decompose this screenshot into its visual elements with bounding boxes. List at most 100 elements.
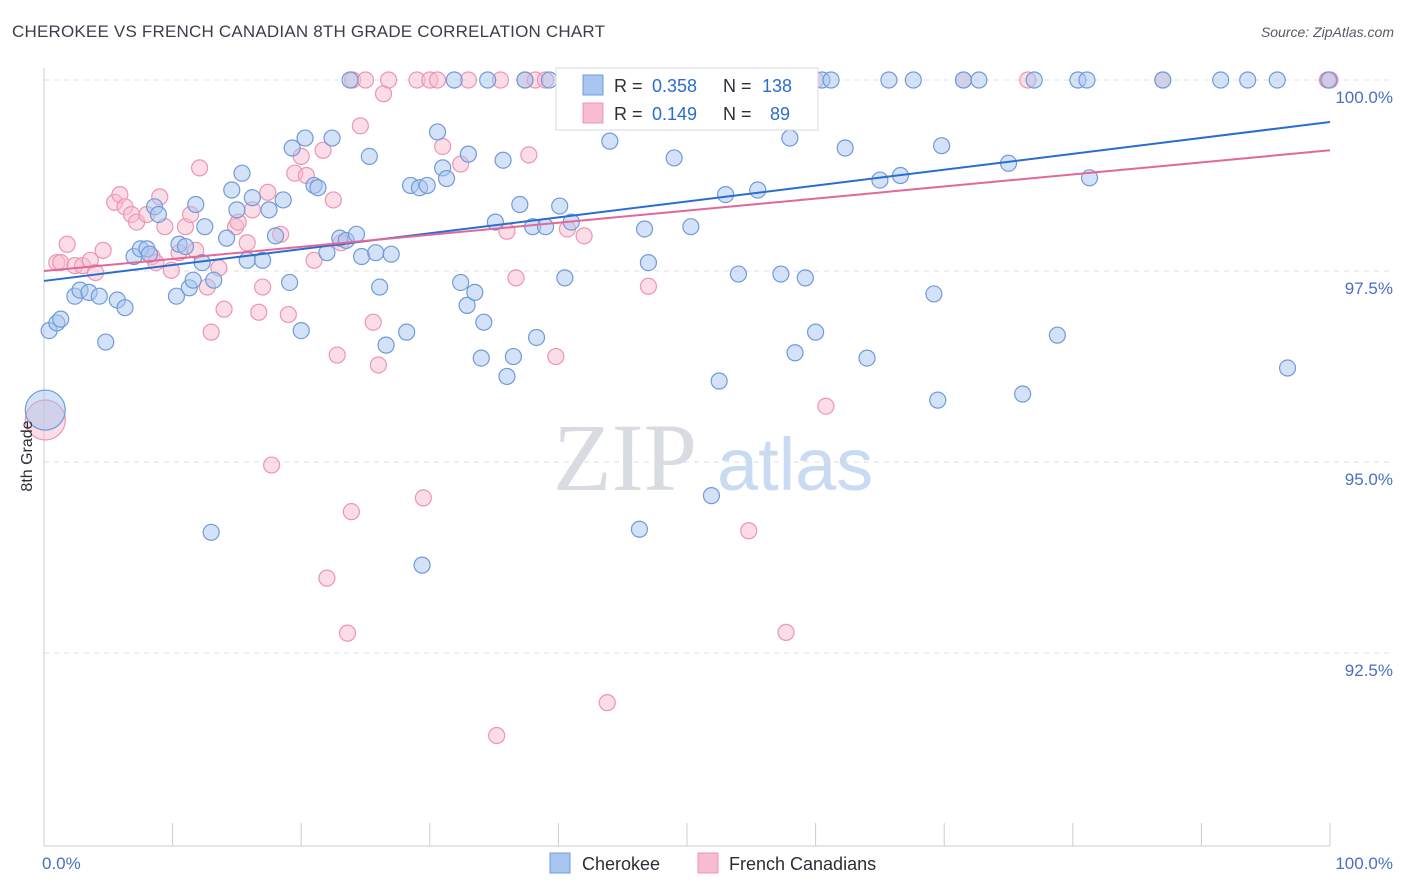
french-canadians-point bbox=[314, 141, 332, 159]
y-tick-labels: 100.0% 97.5% 95.0% 92.5% bbox=[1335, 88, 1393, 680]
cherokee-point bbox=[527, 328, 546, 347]
french-canadians-point bbox=[598, 694, 616, 712]
french-canadians-point bbox=[279, 305, 297, 324]
cherokee-point bbox=[836, 139, 854, 157]
cherokee-point bbox=[1239, 71, 1257, 89]
french-canadians-point bbox=[434, 137, 452, 156]
cherokee-point bbox=[1025, 71, 1043, 89]
cherokee-point bbox=[459, 145, 477, 163]
cherokee-point bbox=[479, 71, 497, 89]
cherokee-point bbox=[176, 237, 195, 256]
legend-n-label-french-canadians: N = bbox=[723, 104, 752, 124]
x-tick-label-min: 0.0% bbox=[42, 854, 81, 873]
cherokee-point bbox=[274, 191, 292, 209]
cherokee-point bbox=[904, 71, 922, 89]
bottom-legend-swatch-cherokee bbox=[549, 852, 571, 874]
french-canadians-point bbox=[338, 624, 357, 642]
cherokee-point bbox=[149, 205, 168, 224]
y-axis-title: 8th Grade bbox=[19, 420, 36, 491]
french-canadians-point bbox=[215, 300, 233, 318]
trend-line-french-canadians bbox=[43, 149, 1331, 272]
french-canadians-point bbox=[488, 726, 506, 745]
cherokee-point bbox=[729, 265, 748, 283]
cherokee-point bbox=[536, 218, 555, 236]
bottom-legend-label-french-canadians: French Canadians bbox=[729, 854, 876, 874]
cherokee-point bbox=[639, 253, 658, 272]
cherokee-point bbox=[371, 278, 389, 296]
legend-r-value-cherokee: 0.358 bbox=[652, 76, 697, 96]
cherokee-point bbox=[749, 181, 767, 199]
cherokee-point bbox=[360, 147, 378, 165]
legend-n-value-cherokee: 138 bbox=[762, 76, 792, 96]
series-legend: Cherokee French Canadians bbox=[549, 852, 876, 874]
cherokee-point bbox=[97, 333, 115, 351]
french-canadians-point bbox=[520, 146, 538, 164]
cherokee-point bbox=[786, 344, 804, 362]
french-canadians-point bbox=[94, 241, 112, 259]
french-canadians-point bbox=[547, 347, 565, 366]
cherokee-point bbox=[223, 181, 241, 199]
cherokee-point bbox=[218, 229, 236, 247]
cherokee-point bbox=[796, 269, 814, 287]
legend-n-value-french-canadians: 89 bbox=[770, 104, 790, 124]
chart-title: CHEROKEE VS FRENCH CANADIAN 8TH GRADE CO… bbox=[12, 22, 606, 41]
cherokee-point bbox=[665, 149, 683, 167]
trend-line-cherokee bbox=[43, 121, 1331, 282]
cherokee-point bbox=[556, 269, 574, 287]
cherokee-point bbox=[1048, 326, 1066, 344]
french-canadians-point bbox=[238, 234, 256, 252]
legend-swatch-french-canadians bbox=[582, 102, 604, 124]
y-tick-label: 92.5% bbox=[1345, 661, 1393, 680]
cherokee-point bbox=[601, 132, 619, 150]
cherokee-point bbox=[781, 129, 799, 147]
cherokee-point bbox=[140, 245, 159, 263]
cherokee-point bbox=[1078, 71, 1096, 89]
cherokee-point bbox=[398, 323, 416, 341]
bottom-legend-swatch-french-canadians bbox=[697, 852, 719, 874]
french-canadians-point bbox=[356, 71, 375, 89]
french-canadians-point bbox=[324, 191, 342, 209]
cherokee-point bbox=[323, 129, 341, 147]
cherokee-point bbox=[551, 197, 569, 215]
cherokee-point bbox=[494, 151, 512, 169]
cherokee-point bbox=[822, 71, 840, 89]
cherokee-point bbox=[281, 273, 299, 292]
french-canadians-point bbox=[342, 503, 360, 521]
cherokee-point bbox=[682, 218, 700, 236]
cherokee-point bbox=[630, 520, 649, 538]
cherokee-point bbox=[716, 186, 735, 204]
cherokee-point bbox=[233, 164, 251, 182]
french-canadians-point bbox=[202, 323, 220, 341]
french-canadians-point bbox=[507, 269, 525, 287]
french-canadians-point bbox=[250, 303, 268, 321]
cherokee-point bbox=[933, 137, 951, 155]
cherokee-point bbox=[970, 71, 988, 89]
x-ticks bbox=[43, 823, 1331, 846]
cherokee-point bbox=[353, 247, 371, 266]
cherokee-point bbox=[347, 225, 366, 243]
cherokee-point bbox=[413, 556, 431, 574]
cherokee-point bbox=[1268, 71, 1286, 89]
cherokee-point bbox=[929, 391, 947, 409]
chart-source: Source: ZipAtlas.com bbox=[1260, 24, 1394, 40]
cherokee-point bbox=[243, 189, 261, 207]
cherokee-point bbox=[260, 201, 278, 219]
french-canadians-point bbox=[369, 356, 387, 374]
cherokee-point bbox=[954, 71, 973, 89]
stats-legend: R = 0.358 N = 138 R = 0.149 N = 89 bbox=[555, 67, 819, 131]
x-tick-label-max: 100.0% bbox=[1335, 854, 1393, 873]
cherokee-point bbox=[187, 195, 205, 214]
french-canadians-point bbox=[351, 117, 369, 135]
cherokee-point bbox=[205, 271, 223, 289]
cherokee-point bbox=[504, 347, 522, 366]
legend-swatch-cherokee bbox=[582, 74, 604, 96]
cherokee-point bbox=[858, 349, 876, 367]
cherokee-point bbox=[228, 201, 246, 219]
cherokee-point bbox=[367, 244, 385, 262]
bottom-legend-label-cherokee: Cherokee bbox=[582, 854, 660, 874]
watermark-zip: ZIP bbox=[553, 404, 697, 511]
cherokee-point bbox=[184, 271, 202, 289]
cherokee-point bbox=[90, 287, 108, 305]
cherokee-point bbox=[498, 367, 516, 386]
cherokee-point bbox=[437, 169, 456, 188]
